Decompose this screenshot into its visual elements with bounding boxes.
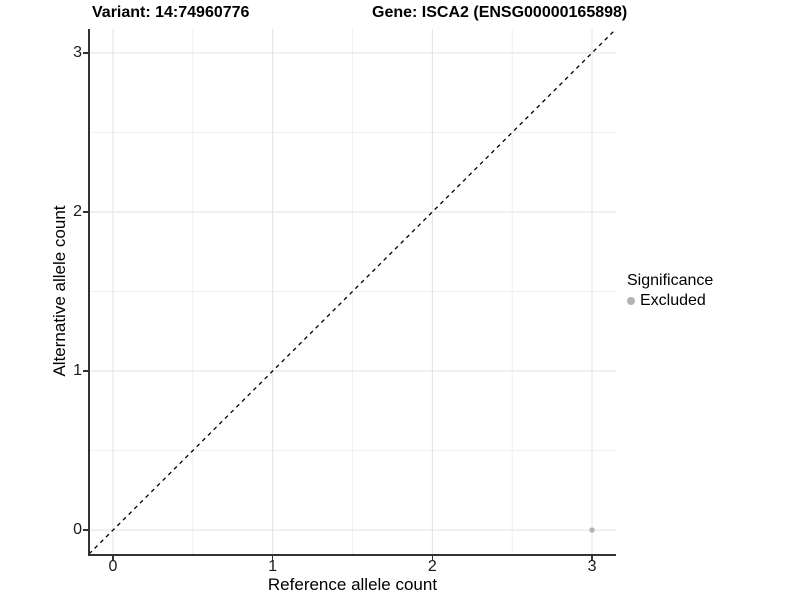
legend-point-icon bbox=[627, 297, 635, 305]
legend-item-excluded: Excluded bbox=[627, 292, 713, 310]
legend: Significance Excluded bbox=[627, 271, 713, 310]
x-tick-label: 3 bbox=[587, 558, 597, 575]
y-axis-title: Alternative allele count bbox=[50, 205, 69, 377]
y-axis-line bbox=[88, 29, 90, 556]
x-tick-mark bbox=[591, 556, 593, 561]
x-axis-title: Reference allele count bbox=[267, 575, 438, 594]
y-tick-label: 3 bbox=[73, 43, 82, 61]
plot-panel bbox=[89, 29, 616, 554]
identity-line bbox=[89, 29, 616, 554]
x-tick-mark bbox=[271, 556, 274, 561]
x-tick-label: 0 bbox=[108, 558, 118, 575]
gene-title: Gene: ISCA2 (ENSG00000165898) bbox=[372, 4, 628, 21]
y-tick-label: 1 bbox=[73, 362, 82, 380]
y-tick-mark bbox=[83, 529, 88, 531]
x-axis-line bbox=[88, 554, 616, 556]
y-tick-label: 0 bbox=[73, 521, 82, 539]
legend-item-label: Excluded bbox=[640, 292, 706, 309]
data-point bbox=[589, 527, 595, 533]
y-tick-mark bbox=[83, 52, 88, 54]
x-tick-label: 1 bbox=[268, 558, 278, 575]
y-tick-label: 2 bbox=[73, 202, 82, 220]
x-tick-mark bbox=[112, 556, 114, 561]
y-tick-mark bbox=[83, 211, 88, 213]
y-tick-mark bbox=[83, 370, 88, 372]
x-tick-label: 2 bbox=[427, 558, 437, 575]
x-tick-mark bbox=[431, 556, 434, 561]
variant-title: Variant: 14:74960776 bbox=[92, 4, 250, 21]
legend-title: Significance bbox=[627, 272, 714, 289]
